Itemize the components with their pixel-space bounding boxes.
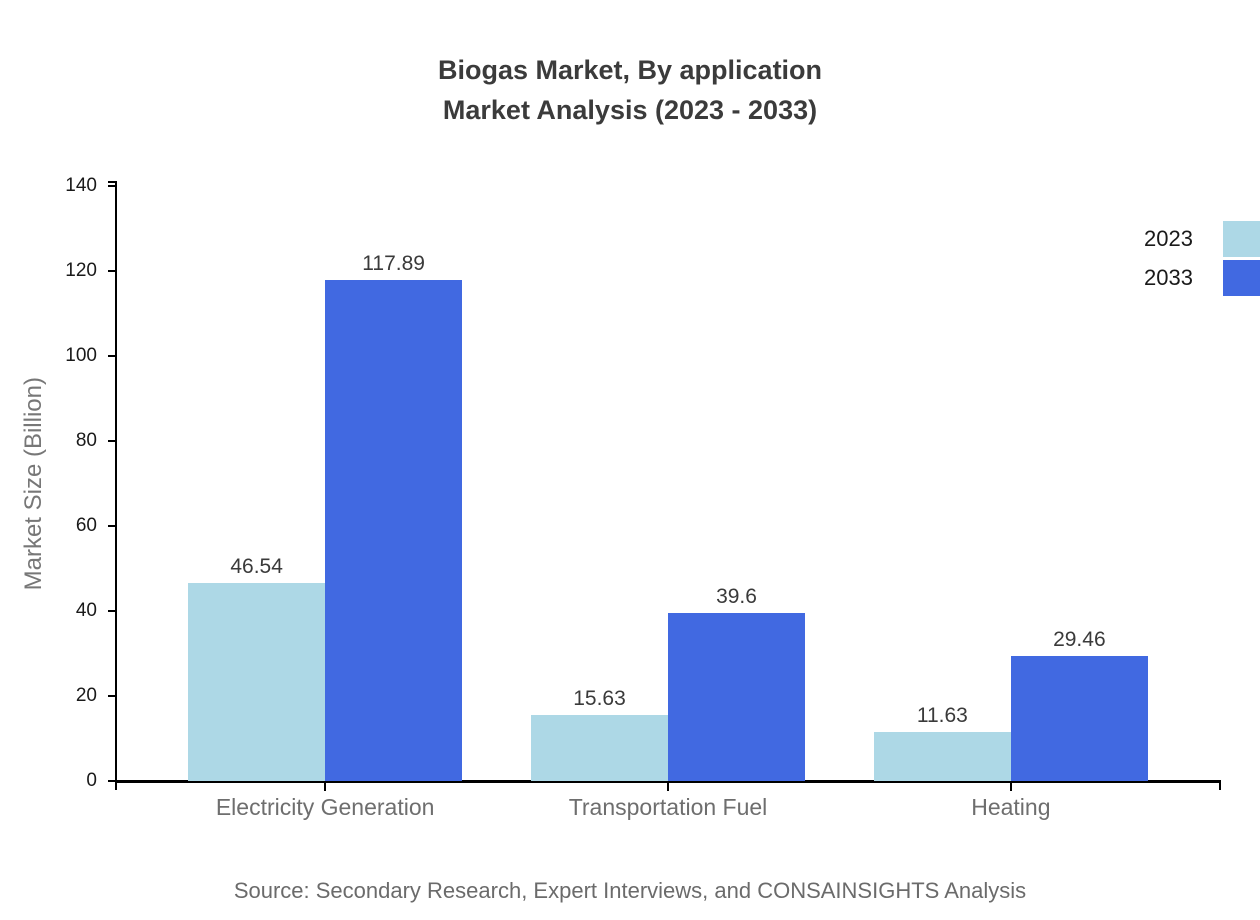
- y-axis-title-text: Market Size (Billion): [20, 376, 47, 591]
- x-tick-transportation-fuel: [667, 783, 669, 791]
- bar-2023-heating: [873, 731, 1011, 781]
- value-label-2023-electricity-generation: 46.54: [230, 555, 283, 579]
- chart-title-line2: Market Analysis (2023 - 2033): [442, 95, 818, 125]
- y-tick-label-20: 20: [75, 685, 97, 706]
- category-label-transportation-fuel: Transportation Fuel: [568, 794, 768, 820]
- source-note: Source: Secondary Research, Expert Inter…: [233, 878, 1027, 903]
- y-tick-80: [108, 440, 115, 442]
- y-tick-label-60: 60: [75, 515, 97, 536]
- bar-2033-transportation-fuel: [668, 612, 805, 781]
- legend-swatch-2033: [1223, 260, 1260, 296]
- y-tick-20: [108, 695, 115, 697]
- y-tick-label-120: 120: [65, 260, 97, 281]
- y-tick-40: [108, 610, 115, 612]
- chart-title: Biogas Market, By application Market Ana…: [0, 50, 1260, 130]
- bar-2023-transportation-fuel: [531, 714, 668, 781]
- category-label-electricity-generation: Electricity Generation: [215, 794, 435, 820]
- legend-item-2033: 2033: [1144, 260, 1260, 296]
- x-axis-line: [115, 780, 1221, 783]
- value-label-2033-transportation-fuel: 39.6: [716, 584, 757, 608]
- y-tick-label-0: 0: [86, 770, 97, 791]
- value-label-2023-heating: 11.63: [916, 703, 968, 727]
- bar-2023-electricity-generation: [188, 583, 326, 781]
- y-tick-120: [108, 270, 115, 272]
- legend-label-2023: 2023: [1144, 226, 1193, 251]
- legend-item-2023: 2023: [1144, 221, 1260, 257]
- y-tick-label-40: 40: [75, 600, 97, 621]
- y-tick-label-140: 140: [65, 175, 97, 196]
- y-tick-0: [108, 780, 115, 782]
- y-tick-100: [108, 355, 115, 357]
- category-label-heating: Heating: [971, 794, 1051, 820]
- y-axis-line: [115, 181, 117, 790]
- y-tick-label-80: 80: [75, 430, 97, 451]
- x-axis-right-cap: [1219, 781, 1221, 790]
- y-axis-top-cap: [108, 181, 115, 183]
- y-tick-140: [108, 185, 115, 187]
- chart-title-line1: Biogas Market, By application: [437, 55, 823, 85]
- value-label-2023-transportation-fuel: 15.63: [573, 686, 626, 710]
- legend-label-2033: 2033: [1144, 265, 1193, 290]
- x-tick-heating: [1009, 783, 1012, 791]
- y-tick-label-100: 100: [65, 345, 97, 366]
- value-label-2033-heating: 29.46: [1053, 627, 1106, 651]
- bar-2033-electricity-generation: [325, 279, 463, 781]
- legend-swatch-2023: [1223, 221, 1260, 257]
- y-tick-60: [108, 525, 115, 527]
- plot-area: 0 20 40 60 80 100 120 140 Electricity Generation…: [65, 175, 1221, 820]
- legend: 2023 2033: [1144, 221, 1260, 299]
- value-label-2033-electricity-generation: 117.89: [362, 251, 425, 275]
- bar-2033-heating: [1010, 655, 1148, 781]
- x-tick-electricity-generation: [324, 783, 327, 791]
